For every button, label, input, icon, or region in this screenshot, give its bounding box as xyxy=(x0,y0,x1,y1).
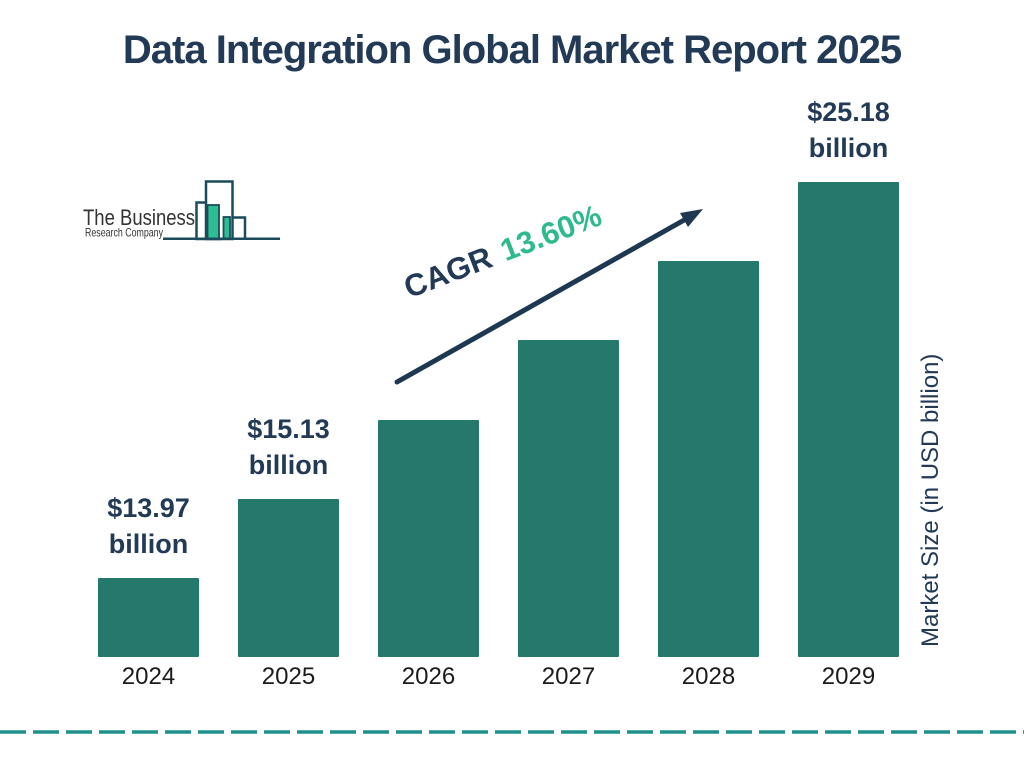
logo-bars-icon xyxy=(163,180,280,241)
x-axis-label-2028: 2028 xyxy=(681,663,736,690)
bar-2029 xyxy=(798,182,899,657)
bar-2025 xyxy=(238,499,339,657)
value-label-2024: $13.97 billion xyxy=(107,493,190,559)
x-axis-label-2026: 2026 xyxy=(401,663,456,690)
bar-2028 xyxy=(658,261,759,657)
x-axis-label-2025: 2025 xyxy=(261,663,316,690)
company-logo: The Business Research Company xyxy=(83,180,280,241)
y-axis-title: Market Size (in USD billion) xyxy=(917,353,944,647)
value-label-2029: $25.18 billion xyxy=(807,97,890,163)
logo-text-line2: Research Company xyxy=(85,226,163,240)
bar-2024 xyxy=(98,578,199,657)
value-label-2025: $15.13 billion xyxy=(247,414,330,480)
page-title: Data Integration Global Market Report 20… xyxy=(122,28,902,72)
x-axis-label-2029: 2029 xyxy=(821,663,876,690)
x-axis-label-2027: 2027 xyxy=(541,663,596,690)
bar-2026 xyxy=(378,420,479,657)
logo-text-line1: The Business xyxy=(83,205,195,230)
bar-2027 xyxy=(518,340,619,657)
x-axis-label-2024: 2024 xyxy=(121,663,176,690)
